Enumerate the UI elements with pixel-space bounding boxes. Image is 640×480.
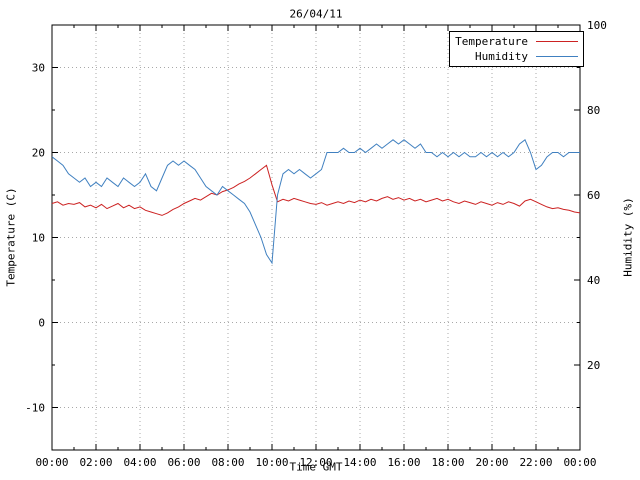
svg-text:80: 80 bbox=[587, 104, 600, 117]
svg-text:18:00: 18:00 bbox=[431, 456, 464, 469]
temperature-line-swatch bbox=[536, 41, 578, 42]
svg-text:20: 20 bbox=[587, 359, 600, 372]
legend-item-humidity: Humidity bbox=[455, 50, 578, 63]
svg-text:0: 0 bbox=[38, 317, 45, 330]
svg-text:20: 20 bbox=[32, 147, 45, 160]
legend-item-temperature: Temperature bbox=[455, 35, 578, 48]
svg-text:10:00: 10:00 bbox=[255, 456, 288, 469]
legend: Temperature Humidity bbox=[449, 31, 584, 67]
svg-text:30: 30 bbox=[32, 62, 45, 75]
svg-text:16:00: 16:00 bbox=[387, 456, 420, 469]
svg-text:00:00: 00:00 bbox=[35, 456, 68, 469]
legend-label-humidity: Humidity bbox=[475, 50, 528, 63]
y-axis-label-temperature: Temperature (C) bbox=[4, 187, 18, 287]
svg-text:14:00: 14:00 bbox=[343, 456, 376, 469]
svg-text:20:00: 20:00 bbox=[475, 456, 508, 469]
y2-axis-label-humidity: Humidity (%) bbox=[621, 197, 635, 277]
chart-title: 26/04/11 bbox=[289, 7, 343, 21]
svg-text:10: 10 bbox=[32, 232, 45, 245]
svg-text:22:00: 22:00 bbox=[519, 456, 552, 469]
svg-text:04:00: 04:00 bbox=[123, 456, 156, 469]
svg-text:12:00: 12:00 bbox=[299, 456, 332, 469]
svg-text:-10: -10 bbox=[25, 402, 45, 415]
x-axis-label: Time GMT bbox=[289, 460, 343, 474]
svg-text:60: 60 bbox=[587, 189, 600, 202]
svg-text:40: 40 bbox=[587, 274, 600, 287]
legend-label-temperature: Temperature bbox=[455, 35, 528, 48]
svg-text:06:00: 06:00 bbox=[167, 456, 200, 469]
svg-text:00:00: 00:00 bbox=[563, 456, 596, 469]
humidity-line-swatch bbox=[536, 56, 578, 57]
svg-text:08:00: 08:00 bbox=[211, 456, 244, 469]
svg-text:100: 100 bbox=[587, 19, 607, 32]
svg-text:02:00: 02:00 bbox=[79, 456, 112, 469]
